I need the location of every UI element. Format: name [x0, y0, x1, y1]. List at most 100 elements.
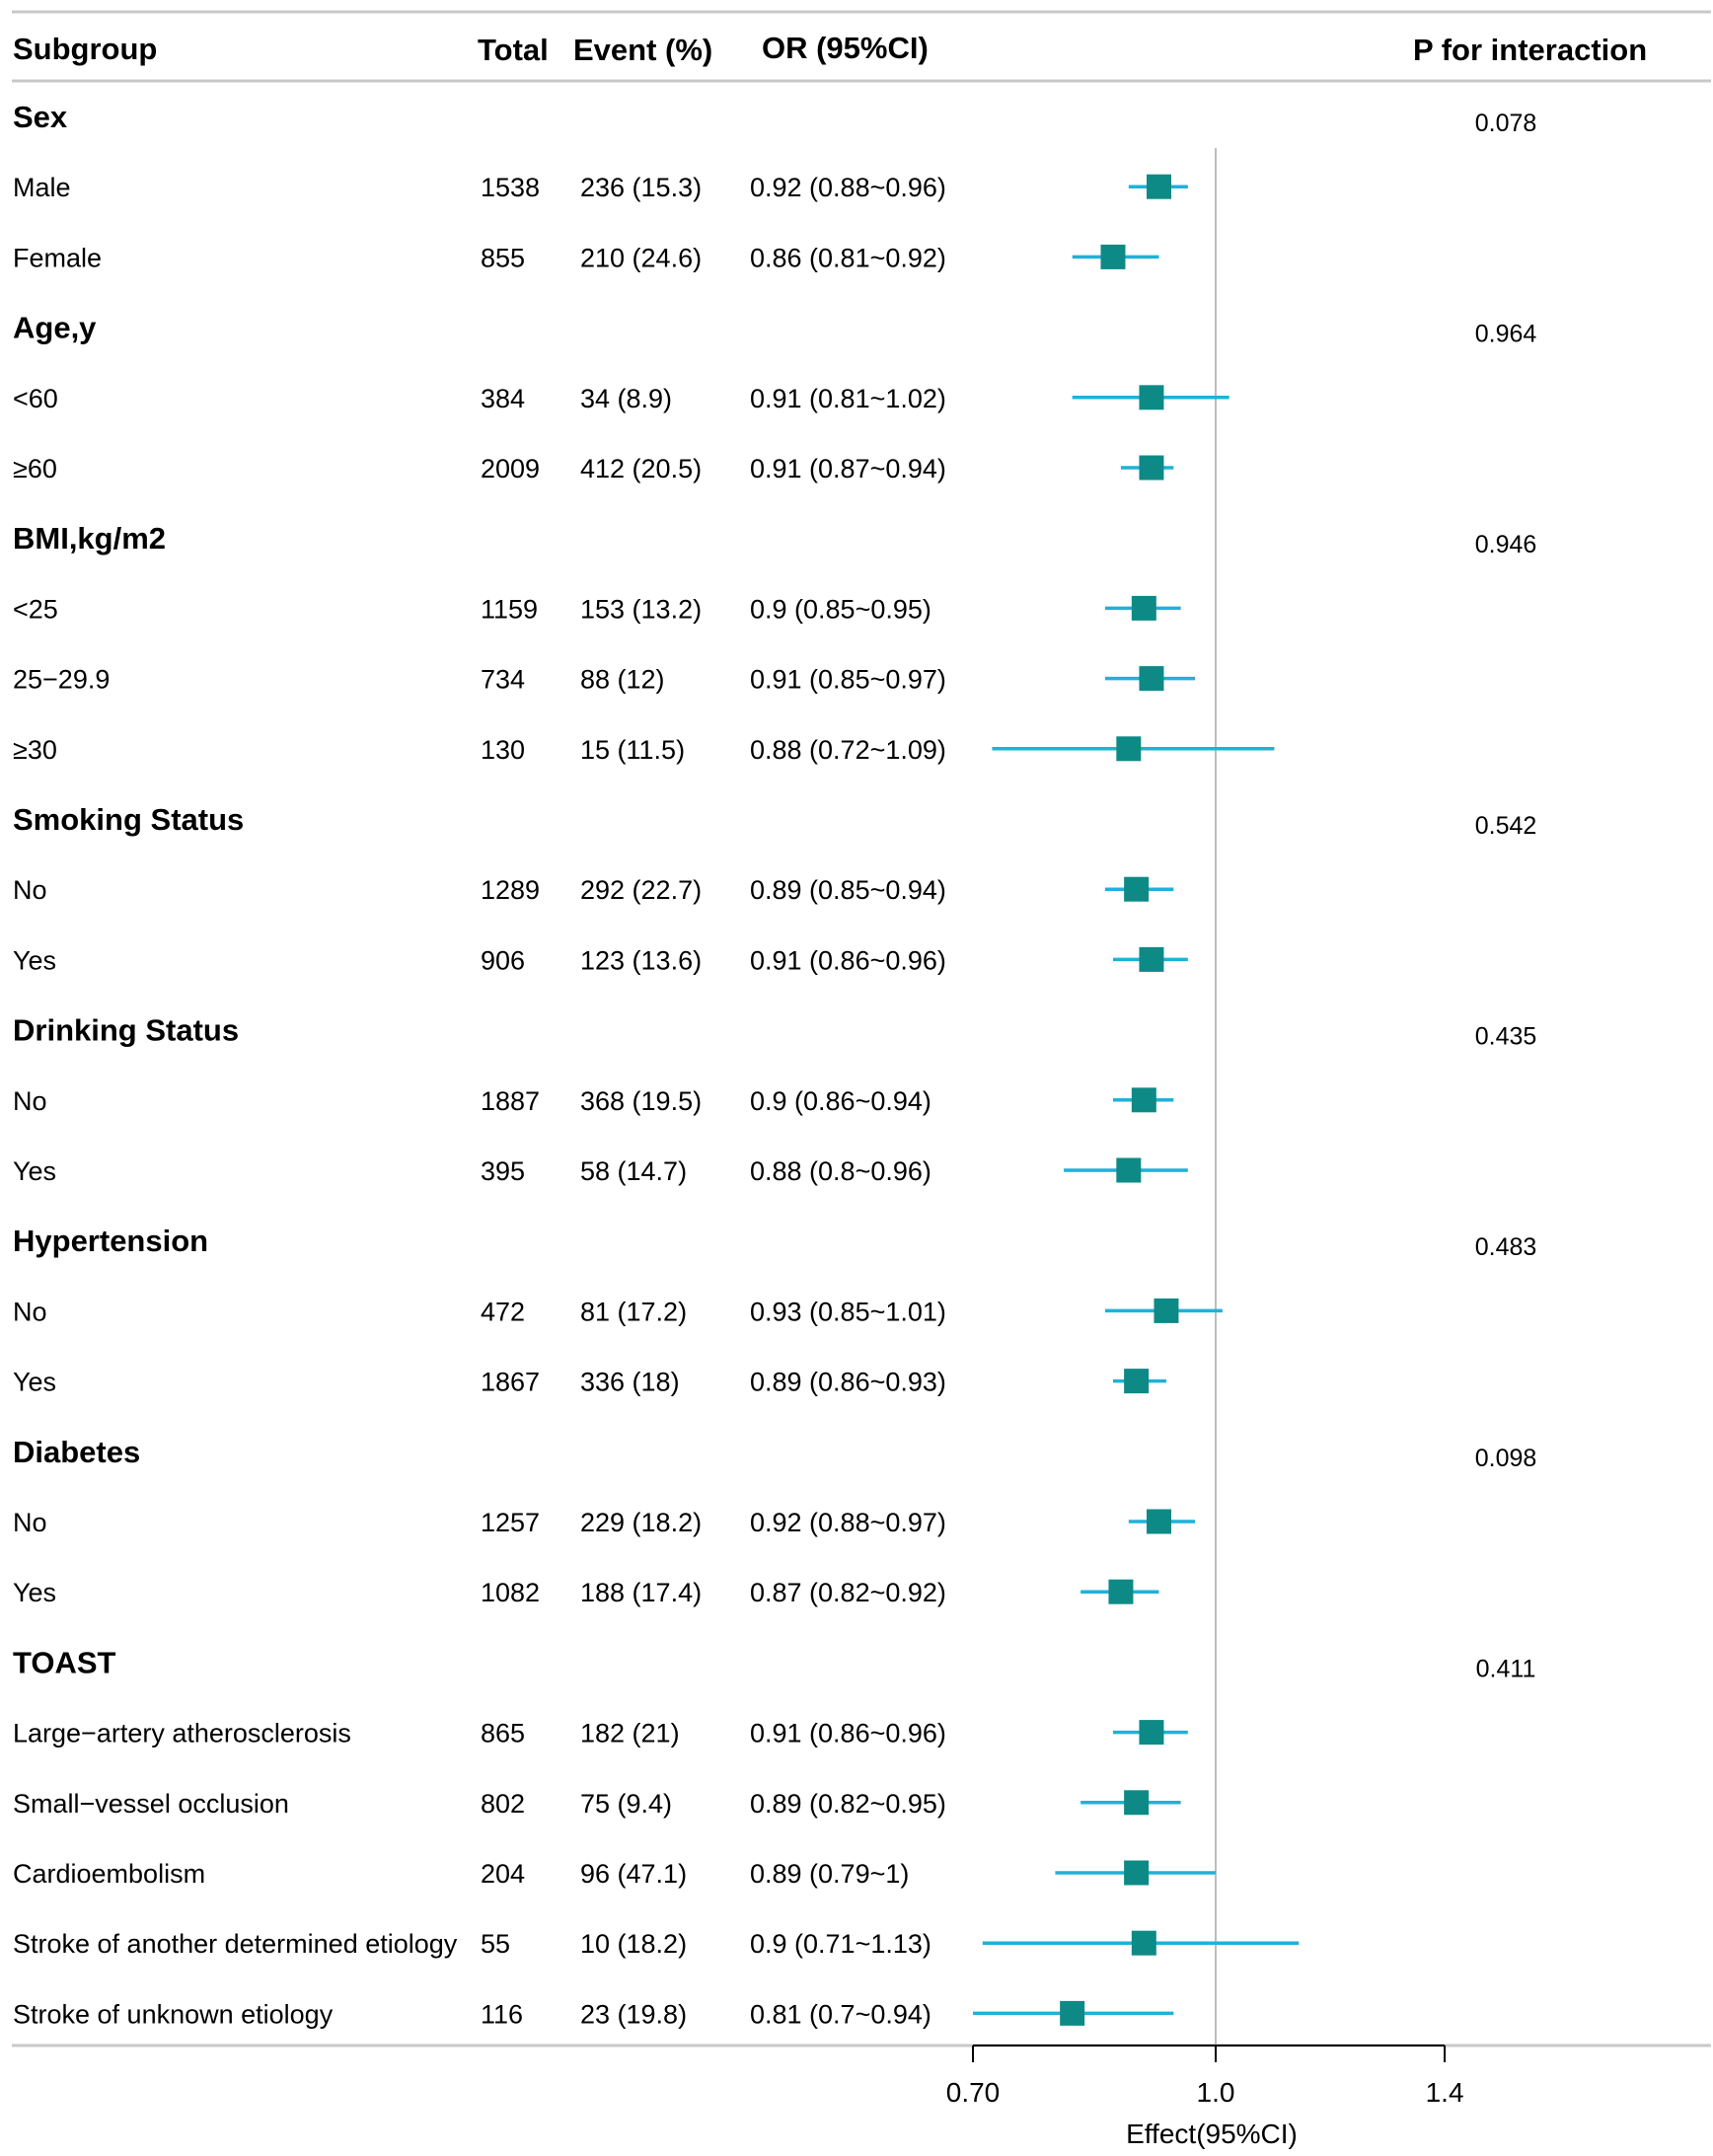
subgroup-label: <25	[13, 594, 58, 624]
total-value: 395	[481, 1156, 525, 1186]
subgroup-label: Yes	[13, 1578, 56, 1607]
p-interaction-value: 0.483	[1475, 1233, 1537, 1261]
event-value: 96 (47.1)	[580, 1859, 687, 1889]
subgroup-label: ≥60	[13, 454, 57, 483]
event-value: 182 (21)	[580, 1719, 680, 1748]
event-value: 34 (8.9)	[580, 384, 672, 413]
header-event: Event (%)	[573, 33, 712, 67]
or-ci-value: 0.93 (0.85~1.01)	[750, 1297, 946, 1326]
point-estimate	[1146, 174, 1171, 199]
point-estimate	[1139, 1720, 1164, 1746]
or-ci-value: 0.91 (0.86~0.96)	[750, 1719, 946, 1748]
or-ci-value: 0.91 (0.85~0.97)	[750, 665, 946, 695]
or-ci-value: 0.81 (0.7~0.94)	[750, 1999, 931, 2029]
total-value: 1887	[481, 1086, 540, 1116]
subgroup-label: Female	[13, 243, 102, 272]
subgroup-label: No	[13, 1297, 47, 1326]
total-value: 472	[481, 1297, 525, 1326]
point-estimate	[1139, 666, 1164, 692]
or-ci-value: 0.87 (0.82~0.92)	[750, 1578, 946, 1607]
subgroup-label: Yes	[13, 1156, 56, 1186]
x-axis-label: Effect(95%CI)	[1126, 2119, 1298, 2149]
total-value: 55	[481, 1929, 510, 1959]
or-ci-value: 0.86 (0.81~0.92)	[750, 243, 946, 272]
group-label: Smoking Status	[13, 802, 244, 837]
point-estimate	[1124, 1860, 1150, 1886]
total-value: 906	[481, 945, 525, 975]
group-label: Hypertension	[13, 1224, 208, 1258]
total-value: 1867	[481, 1368, 540, 1397]
or-ci-value: 0.88 (0.72~1.09)	[750, 735, 946, 765]
event-value: 236 (15.3)	[580, 173, 702, 202]
forest-marks	[973, 148, 1300, 2045]
subgroup-label: Large−artery atherosclerosis	[13, 1719, 351, 1748]
group-label: Sex	[13, 100, 68, 134]
or-ci-value: 0.91 (0.86~0.96)	[750, 945, 946, 975]
header-total: Total	[478, 33, 549, 67]
total-value: 1257	[481, 1508, 540, 1537]
point-estimate	[1100, 244, 1126, 269]
group-label: Age,y	[13, 311, 97, 345]
event-value: 15 (11.5)	[580, 735, 685, 765]
total-value: 130	[481, 735, 525, 765]
group-label: Drinking Status	[13, 1013, 239, 1048]
subgroup-label: No	[13, 875, 47, 905]
event-value: 23 (19.8)	[580, 1999, 687, 2029]
point-estimate	[1139, 385, 1164, 410]
event-value: 10 (18.2)	[580, 1929, 687, 1959]
x-tick-label: 0.70	[946, 2077, 1001, 2108]
or-ci-value: 0.91 (0.87~0.94)	[750, 454, 946, 483]
event-value: 292 (22.7)	[580, 875, 702, 905]
header-subgroup: Subgroup	[13, 32, 157, 66]
total-value: 1082	[481, 1578, 540, 1607]
total-value: 855	[481, 243, 525, 272]
p-interaction-value: 0.411	[1476, 1655, 1536, 1682]
or-ci-value: 0.9 (0.86~0.94)	[750, 1086, 931, 1116]
event-value: 188 (17.4)	[580, 1578, 702, 1607]
subgroup-label: Yes	[13, 1368, 56, 1397]
or-ci-value: 0.89 (0.86~0.93)	[750, 1368, 946, 1397]
event-value: 153 (13.2)	[580, 594, 702, 624]
subgroup-label: Yes	[13, 945, 56, 975]
total-value: 116	[481, 1999, 523, 2029]
p-interaction-value: 0.098	[1475, 1445, 1537, 1472]
total-value: 802	[481, 1789, 525, 1819]
point-estimate	[1124, 1790, 1150, 1816]
event-value: 336 (18)	[580, 1368, 680, 1397]
subgroup-label: ≥30	[13, 735, 57, 765]
total-value: 1538	[481, 173, 540, 202]
table-rows: Sex 0.078 Male 1538 236 (15.3) 0.92 (0.88~0.9…	[13, 100, 1536, 2029]
event-value: 210 (24.6)	[580, 243, 702, 272]
subgroup-label: No	[13, 1086, 47, 1116]
event-value: 58 (14.7)	[580, 1156, 687, 1186]
subgroup-label: Male	[13, 173, 71, 202]
or-ci-value: 0.89 (0.85~0.94)	[750, 875, 946, 905]
point-estimate	[1154, 1298, 1179, 1323]
or-ci-value: 0.9 (0.71~1.13)	[750, 1929, 931, 1959]
header-p-interaction: P for interaction	[1413, 33, 1647, 67]
p-interaction-value: 0.078	[1475, 110, 1537, 137]
group-label: TOAST	[13, 1645, 116, 1679]
x-tick-label: 1.0	[1197, 2077, 1235, 2108]
or-ci-value: 0.89 (0.79~1)	[750, 1859, 909, 1889]
total-value: 865	[481, 1719, 525, 1748]
p-interaction-value: 0.964	[1475, 321, 1537, 348]
point-estimate	[1116, 736, 1142, 762]
event-value: 412 (20.5)	[580, 454, 702, 483]
total-value: 2009	[481, 454, 540, 483]
point-estimate	[1139, 946, 1164, 972]
x-axis: 0.70 1.0 1.4	[946, 2044, 1464, 2108]
point-estimate	[1131, 1930, 1156, 1956]
or-ci-value: 0.91 (0.81~1.02)	[750, 384, 946, 413]
header-or: OR (95%CI)	[762, 31, 929, 65]
or-ci-value: 0.9 (0.85~0.95)	[750, 594, 931, 624]
p-interaction-value: 0.542	[1475, 812, 1537, 840]
total-value: 384	[481, 384, 525, 413]
x-tick-label: 1.4	[1426, 2077, 1464, 2108]
point-estimate	[1124, 876, 1150, 902]
event-value: 229 (18.2)	[580, 1508, 702, 1537]
subgroup-label: Stroke of another determined etiology	[13, 1929, 458, 1959]
point-estimate	[1060, 2000, 1085, 2026]
group-label: BMI,kg/m2	[13, 521, 166, 556]
